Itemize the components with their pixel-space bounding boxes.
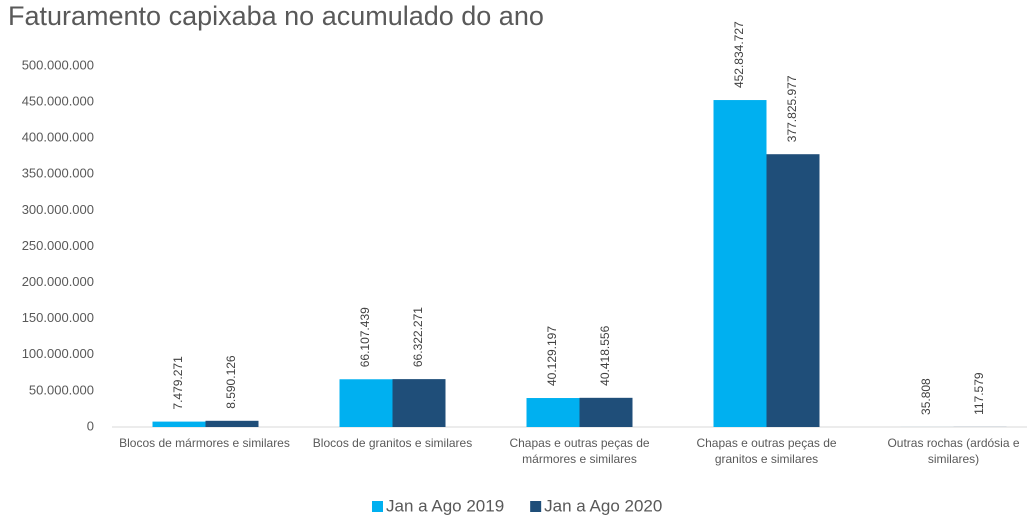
chart-title: Faturamento capixaba no acumulado do ano	[8, 1, 544, 31]
y-tick-label: 350.000.000	[22, 166, 94, 181]
y-tick-label: 50.000.000	[29, 382, 94, 397]
bar	[526, 398, 580, 427]
legend-label: Jan a Ago 2020	[544, 496, 662, 515]
x-tick-label: Blocos de granitos e similares	[312, 436, 473, 450]
value-label: 66.107.439	[358, 307, 372, 367]
value-label: 40.129.197	[545, 326, 559, 386]
y-tick-label: 250.000.000	[22, 238, 94, 253]
bar	[579, 397, 633, 427]
bar	[339, 379, 393, 427]
y-tick-label: 0	[87, 418, 94, 433]
bar	[713, 100, 767, 427]
x-tick-label: Outras rochas (ardósia e similares)	[887, 436, 1020, 466]
legend-label: Jan a Ago 2019	[386, 496, 504, 515]
bar	[766, 154, 820, 427]
y-tick-label: 300.000.000	[22, 202, 94, 217]
value-label: 40.418.556	[598, 325, 612, 385]
bar	[152, 421, 206, 427]
y-tick-label: 500.000.000	[22, 57, 94, 72]
value-label: 7.479.271	[171, 356, 185, 410]
legend-swatch	[530, 501, 542, 512]
legend-swatch	[372, 501, 383, 512]
y-tick-label: 200.000.000	[22, 274, 94, 289]
y-tick-label: 400.000.000	[22, 130, 94, 145]
value-label: 8.590.126	[224, 355, 238, 409]
value-label: 377.825.977	[785, 75, 799, 142]
bar	[392, 379, 446, 427]
x-tick-label: Blocos de mármores e similares	[119, 436, 290, 450]
x-tick-label: Chapas e outras peças de granitos e simi…	[696, 436, 837, 466]
y-tick-label: 100.000.000	[22, 346, 94, 361]
value-label: 117.579	[972, 372, 986, 415]
value-label: 452.834.727	[732, 21, 746, 88]
value-label: 66.322.271	[411, 307, 425, 367]
value-label: 35.808	[919, 378, 933, 415]
bar	[205, 420, 259, 427]
y-tick-label: 450.000.000	[22, 94, 94, 109]
y-tick-label: 150.000.000	[22, 310, 94, 325]
x-tick-label: Chapas e outras peças de mármores e simi…	[509, 436, 650, 466]
